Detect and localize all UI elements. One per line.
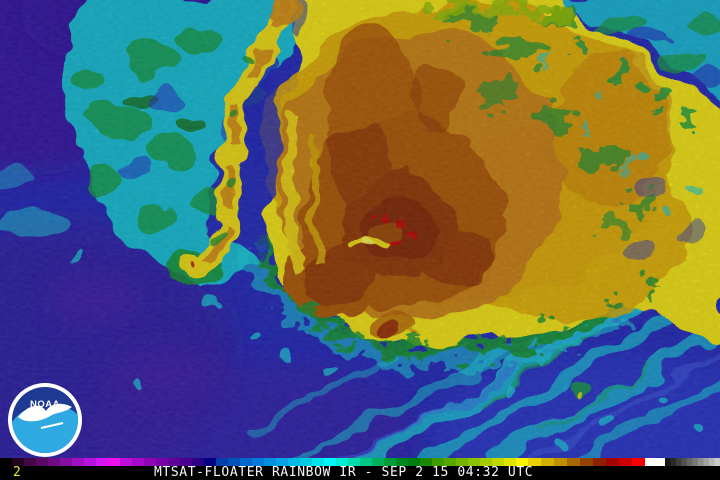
satellite-image: NOAA [0,0,720,458]
channel-number: 2 [13,465,21,480]
noaa-logo-bird-icon [18,403,72,422]
noaa-logo-bird-tail [40,422,64,429]
noaa-logo: NOAA [8,383,82,457]
caption-bar: 2 MTSAT-FLOATER RAINBOW IR - SEP 2 15 04… [0,466,720,480]
grain-light-overlay [0,0,720,458]
temperature-colorbar [0,458,720,466]
caption-title: MTSAT-FLOATER RAINBOW IR - SEP 2 15 04:3… [154,465,534,480]
noaa-logo-text: NOAA [30,399,60,410]
